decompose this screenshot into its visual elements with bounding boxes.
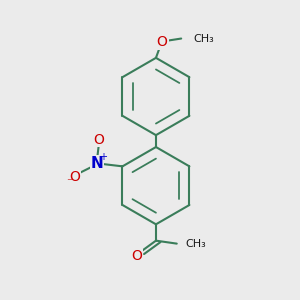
Text: CH₃: CH₃ [193,34,214,44]
Text: O: O [93,133,104,147]
Text: +: + [99,152,107,162]
Text: CH₃: CH₃ [186,238,206,249]
Text: O: O [131,248,142,262]
Text: O: O [157,34,167,49]
Text: N: N [91,156,103,171]
Text: ⁻: ⁻ [66,176,72,189]
Text: O: O [70,170,80,184]
